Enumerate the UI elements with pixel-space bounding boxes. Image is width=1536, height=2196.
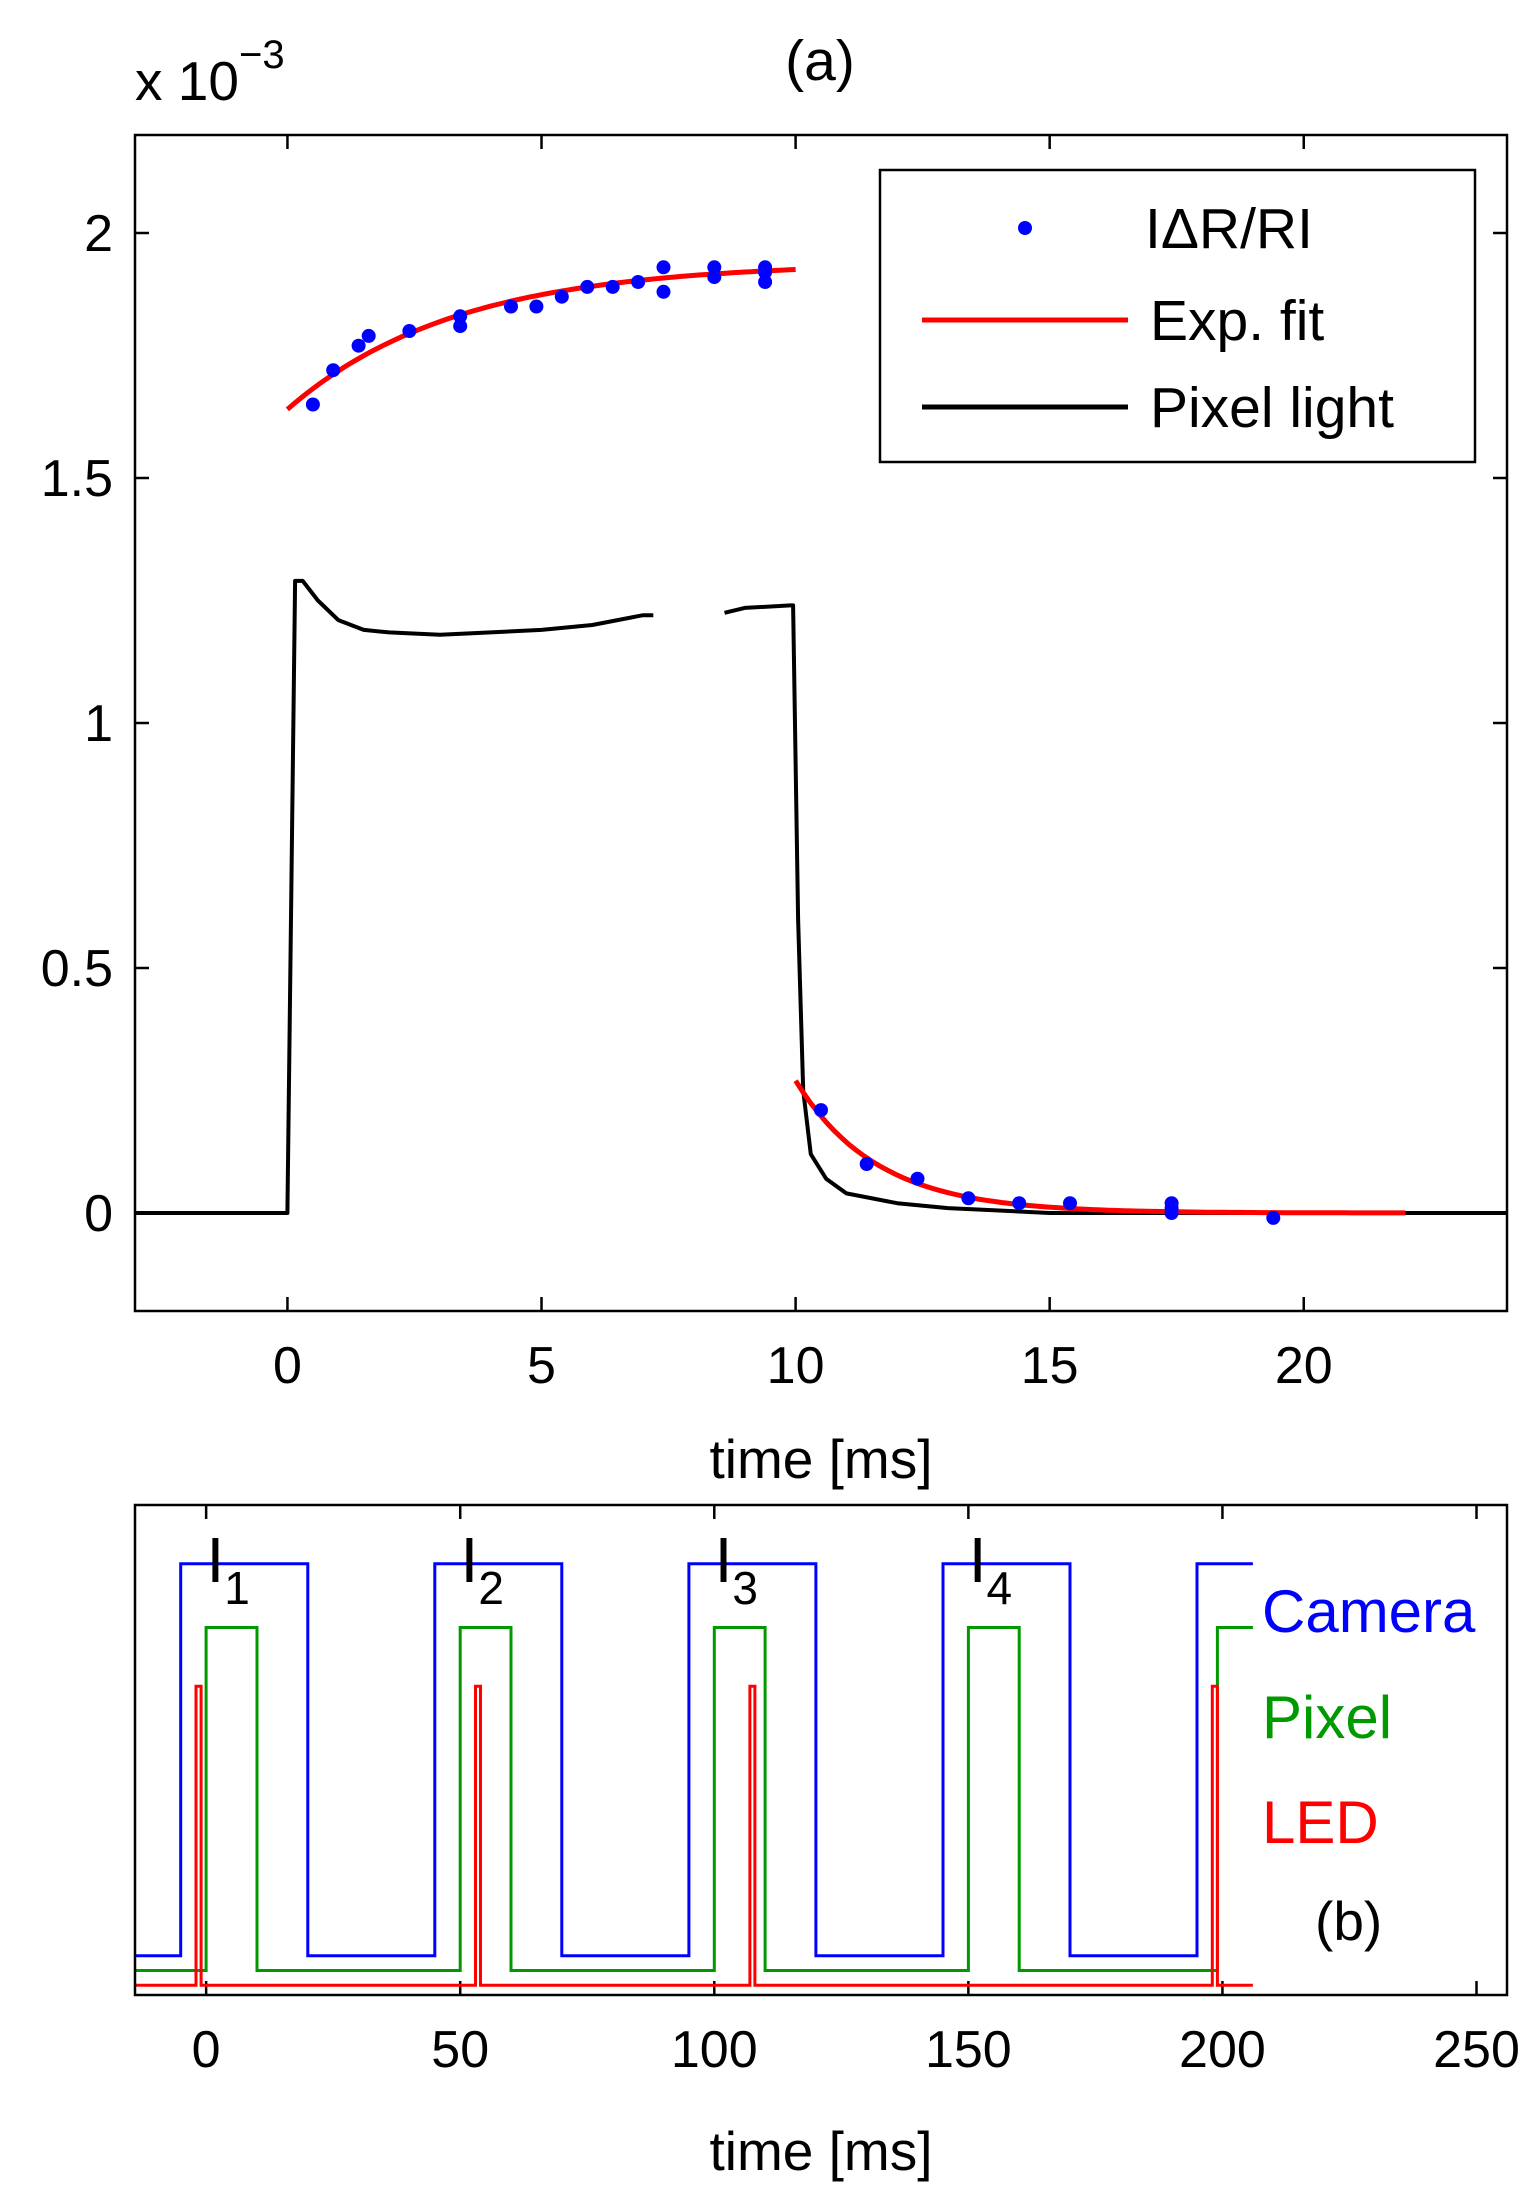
data-point: [402, 324, 417, 338]
interval-letter: I: [206, 1524, 224, 1596]
interval-letter: I: [461, 1524, 479, 1596]
data-point: [961, 1191, 976, 1206]
interval-label: I1: [206, 1524, 249, 1614]
data-point: [1266, 1210, 1281, 1225]
data-point: [351, 338, 366, 353]
panel-b-ticks: 0 50 100 150 200 250: [192, 1505, 1520, 2079]
x-tick-label: 20: [1275, 1337, 1333, 1395]
data-point: [529, 299, 544, 314]
x-tick-label: 15: [1021, 1337, 1079, 1395]
legend: IΔR/RI Exp. fit Pixel light: [878, 168, 1477, 464]
panel-a-label: (a): [785, 29, 855, 93]
signal-pixel-line: [135, 1626, 1253, 1972]
interval-letter: I: [715, 1524, 733, 1596]
panel-b-axes-frame: [133, 1503, 1509, 1997]
signal-label-camera: Camera: [1262, 1578, 1476, 1645]
exp-fit-line: [793, 1079, 1406, 1216]
legend-label-ratio: IΔR/RI: [1145, 197, 1313, 261]
x-tick-label: 150: [925, 2021, 1012, 2079]
data-point: [1063, 1196, 1077, 1211]
data-point: [656, 260, 671, 275]
x-tick-label: 100: [671, 2021, 758, 2079]
panel-b-chart: 0 50 100 150 200 250 I1 I2 I3 I4 Camera Pixel LE…: [133, 1503, 1520, 2182]
data-point: [758, 260, 773, 275]
y-tick-label: 2: [84, 205, 113, 263]
x-tick-label: 250: [1433, 2021, 1520, 2079]
y-tick-label: 0.5: [41, 940, 113, 998]
panel-a-plot-area: [135, 260, 1507, 1225]
x-tick-label: 10: [767, 1337, 825, 1395]
data-point: [1012, 1196, 1027, 1211]
data-point: [859, 1157, 874, 1171]
x-tick-label: 0: [192, 2021, 221, 2079]
data-point: [656, 284, 671, 299]
interval-subscript: 4: [986, 1562, 1012, 1614]
legend-marker-dots: [1018, 221, 1032, 235]
data-point: [605, 279, 620, 294]
y-tick-label: 1: [84, 695, 113, 753]
panel-b-x-axis-title: time [ms]: [709, 2120, 932, 2182]
interval-label: I4: [969, 1524, 1012, 1614]
data-point: [504, 299, 518, 314]
panel-a-chart: (a) x 10−3 0 5 10 15 20 0 0.5 1 1.5 2 time [ms] I…: [41, 29, 1509, 1490]
x-tick-label: 50: [431, 2021, 489, 2079]
data-point: [707, 270, 722, 285]
interval-label: I2: [461, 1524, 504, 1614]
x-tick-label: 0: [273, 1337, 302, 1395]
data-point: [814, 1103, 828, 1118]
legend-label-pixel-light: Pixel light: [1150, 376, 1394, 440]
panel-b-plot-area: [135, 1562, 1253, 1987]
panel-a-ticks: 0 5 10 15 20 0 0.5 1 1.5 2: [41, 135, 1507, 1395]
data-point: [910, 1171, 925, 1186]
interval-labels: I1 I2 I3 I4: [206, 1524, 1012, 1614]
interval-subscript: 3: [732, 1562, 758, 1614]
data-point: [758, 275, 773, 289]
data-point: [1164, 1196, 1179, 1211]
y-scale-exponent: −3: [239, 33, 285, 77]
panel-b-label: (b): [1315, 1890, 1382, 1952]
signal-camera-line: [135, 1562, 1253, 1958]
legend-box: [878, 168, 1477, 464]
y-tick-label: 1.5: [41, 450, 113, 508]
data-point: [326, 363, 341, 378]
data-point: [707, 260, 722, 275]
pixel-light-line: [135, 578, 1507, 1215]
interval-subscript: 1: [224, 1562, 250, 1614]
data-point: [361, 328, 376, 343]
data-point: [453, 319, 468, 334]
interval-letter: I: [969, 1524, 987, 1596]
panel-a-x-axis-title: time [ms]: [709, 1428, 932, 1490]
x-tick-label: 200: [1179, 2021, 1266, 2079]
legend-label-fit: Exp. fit: [1150, 289, 1324, 353]
data-point: [631, 275, 646, 289]
panel-a-axes-frame: [133, 133, 1509, 1313]
data-point: [580, 279, 595, 294]
data-point: [453, 309, 468, 324]
signal-label-pixel: Pixel: [1262, 1684, 1392, 1751]
interval-subscript: 2: [478, 1562, 504, 1614]
signal-led-line: [135, 1684, 1253, 1987]
signal-label-led: LED: [1262, 1789, 1379, 1856]
interval-label: I3: [715, 1524, 758, 1614]
data-point: [305, 397, 320, 412]
x-tick-label: 5: [527, 1337, 556, 1395]
data-point: [554, 289, 569, 304]
y-scale-base: x 10: [135, 50, 239, 112]
y-scale-factor: x 10−3: [135, 33, 285, 112]
y-tick-label: 0: [84, 1185, 113, 1243]
